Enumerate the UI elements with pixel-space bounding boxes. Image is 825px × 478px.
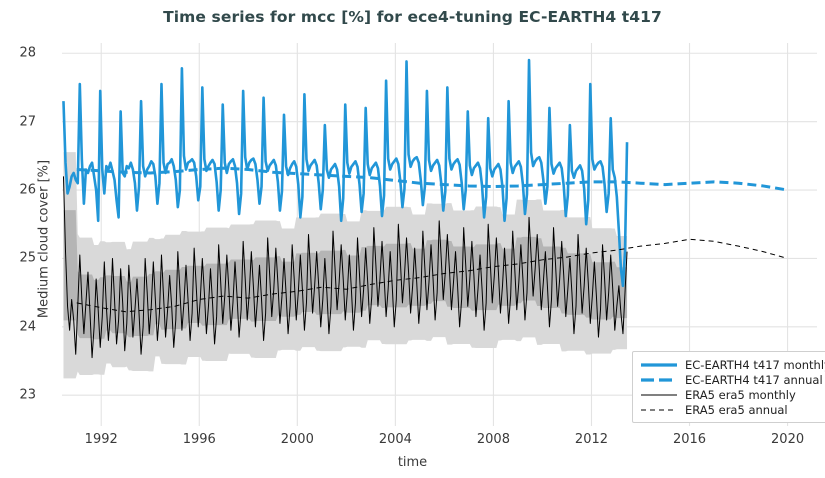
y-tick-label: 26 [19,182,36,198]
legend-swatch [641,377,677,382]
model-monthly-line [62,58,629,288]
x-axis-label: time [397,455,428,470]
legend-item[interactable]: EC-EARTH4 t417 monthly [640,357,825,372]
legend-label: ERA5 era5 monthly [685,387,796,402]
y-tick-label: 25 [19,250,36,266]
legend-item[interactable]: ERA5 era5 monthly [640,387,825,402]
y-tick-label: 24 [19,319,36,335]
y-tick-label: 28 [19,45,36,61]
y-tick-label: 23 [19,387,36,403]
era5-monthly-line [62,176,628,359]
legend-swatch [641,408,677,411]
y-axis-label: Medium cloud cover [%] [36,159,52,319]
legend-label: EC-EARTH4 t417 monthly [685,357,825,372]
x-tick-label: 2004 [378,432,412,447]
x-tick-label: 2020 [771,432,805,447]
x-tick-label: 1996 [182,432,216,447]
y-tick-label: 27 [19,114,36,130]
model-annual-line [76,166,788,192]
page-title: Time series for mcc [%] for ece4-tuning … [163,8,662,26]
x-tick-label: 2008 [476,432,510,447]
era5-annual-line [76,238,788,313]
legend-item[interactable]: ERA5 era5 annual [640,402,825,417]
x-tick-label: 2000 [280,432,314,447]
legend-swatch [641,393,677,396]
legend-label: EC-EARTH4 t417 annual [685,372,823,387]
chart-canvas [62,43,817,426]
legend-label: ERA5 era5 annual [685,402,788,417]
x-tick-label: 1992 [84,432,118,447]
x-tick-label: 2012 [574,432,609,447]
series-layer [62,58,788,359]
legend-swatch [641,362,677,367]
legend[interactable]: EC-EARTH4 t417 monthly EC-EARTH4 t417 ann… [632,351,825,423]
x-tick-label: 2016 [672,432,707,447]
legend-item[interactable]: EC-EARTH4 t417 annual [640,372,825,387]
